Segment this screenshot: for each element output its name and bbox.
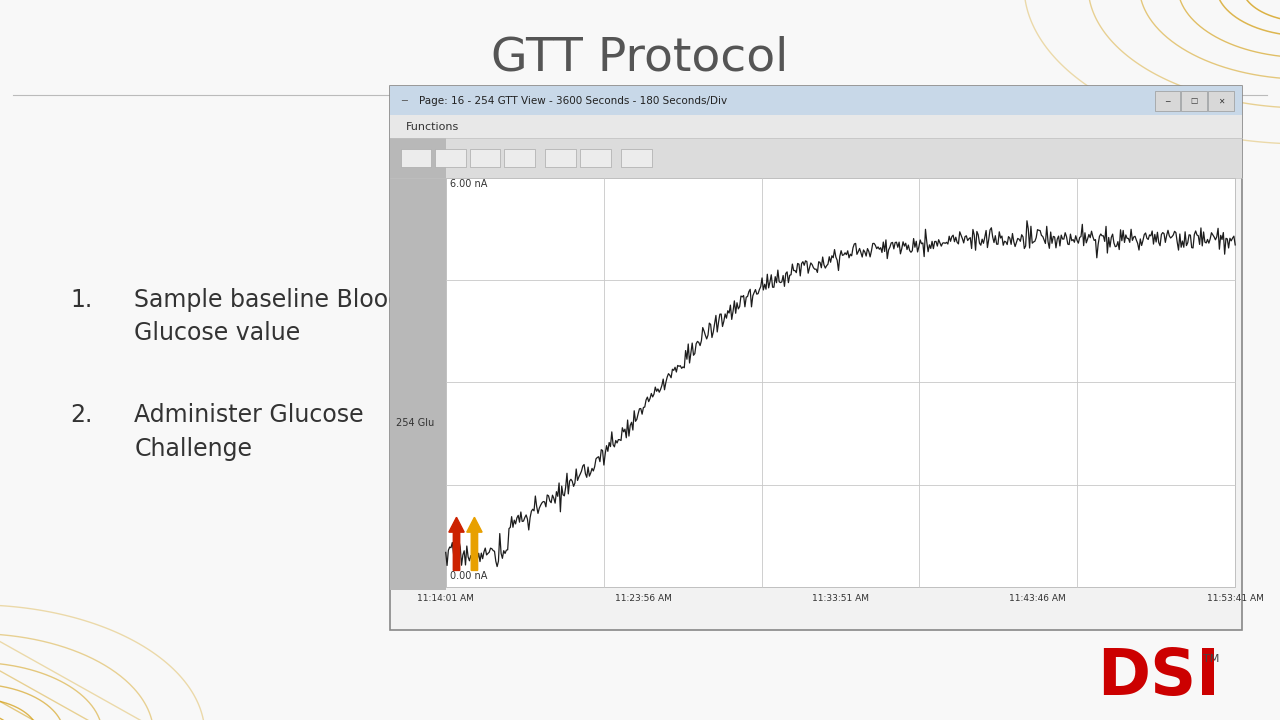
Text: 11:33:51 AM: 11:33:51 AM: [812, 594, 869, 603]
Text: ✕: ✕: [1219, 96, 1224, 105]
Text: ─: ─: [401, 96, 407, 106]
Text: 1.: 1.: [70, 288, 92, 312]
FancyArrow shape: [449, 517, 465, 570]
Bar: [1181, 91, 1207, 111]
Bar: [390, 138, 445, 590]
Text: □: □: [1190, 96, 1198, 105]
Bar: [401, 150, 431, 167]
FancyArrow shape: [467, 517, 483, 570]
Bar: [445, 178, 1235, 587]
Bar: [390, 86, 1242, 115]
Text: 6.00 nA: 6.00 nA: [449, 179, 486, 189]
Text: 0.00 nA: 0.00 nA: [449, 571, 486, 581]
Text: Page: 16 - 254 GTT View - 3600 Seconds - 180 Seconds/Div: Page: 16 - 254 GTT View - 3600 Seconds -…: [419, 96, 727, 106]
Text: TM: TM: [1203, 654, 1220, 664]
Text: Sample baseline Blood
Glucose value: Sample baseline Blood Glucose value: [134, 288, 403, 346]
Text: GTT Protocol: GTT Protocol: [492, 35, 788, 80]
Text: 11:23:56 AM: 11:23:56 AM: [614, 594, 672, 603]
Bar: [390, 138, 1242, 178]
Bar: [545, 150, 576, 167]
Text: 11:14:01 AM: 11:14:01 AM: [417, 594, 474, 603]
Text: 2.: 2.: [70, 403, 92, 427]
Text: 11:53:41 AM: 11:53:41 AM: [1207, 594, 1263, 603]
Bar: [504, 150, 535, 167]
Text: Functions: Functions: [406, 122, 460, 132]
Bar: [580, 150, 611, 167]
Text: ─: ─: [1165, 96, 1170, 105]
Bar: [1208, 91, 1234, 111]
Bar: [390, 86, 1242, 630]
Bar: [1155, 91, 1180, 111]
Text: Administer Glucose
Challenge: Administer Glucose Challenge: [134, 403, 364, 461]
Text: 11:43:46 AM: 11:43:46 AM: [1010, 594, 1066, 603]
Bar: [435, 150, 466, 167]
Text: 254 Glu: 254 Glu: [396, 418, 434, 428]
Bar: [621, 150, 652, 167]
Bar: [390, 115, 1242, 138]
Bar: [470, 150, 500, 167]
Text: DSI: DSI: [1097, 646, 1220, 708]
